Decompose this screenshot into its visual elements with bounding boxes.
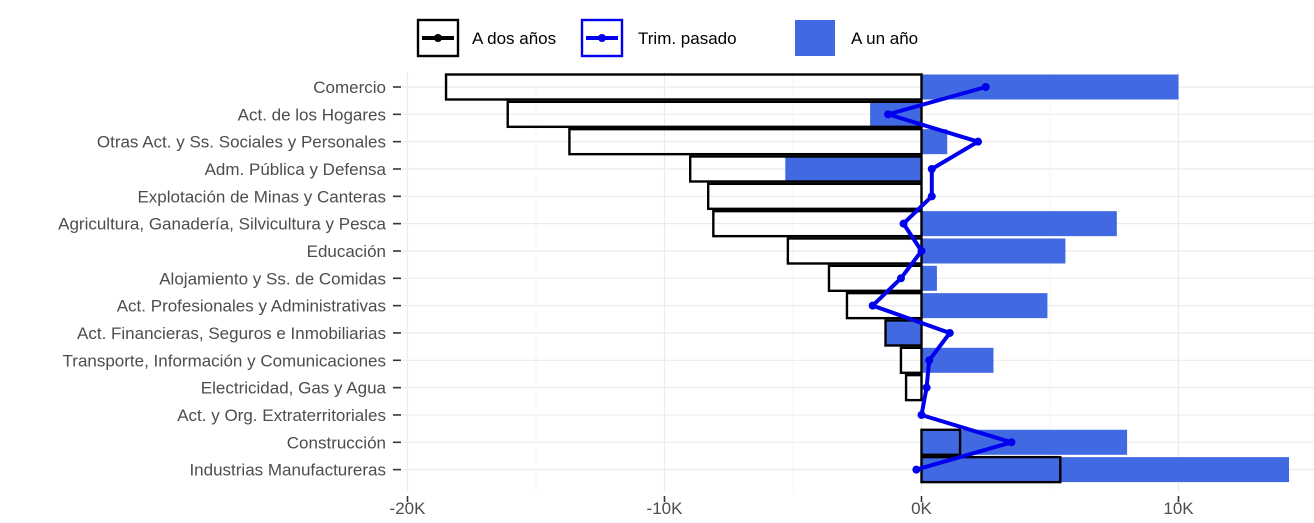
bar-a-dos-anos — [899, 346, 923, 374]
y-tick-label: Act. y Org. Extraterritoriales — [177, 406, 386, 425]
point-trim-pasado — [884, 110, 893, 119]
point-trim-pasado — [945, 328, 954, 337]
y-tick-label: Educación — [307, 242, 386, 261]
filled-bar-layer — [785, 74, 1290, 483]
x-axis: -20K -10K 0K 10K — [390, 496, 1194, 518]
point-trim-pasado — [917, 410, 926, 419]
bar-a-dos-anos — [920, 428, 962, 456]
bar-a-un-ano — [885, 320, 922, 346]
bar-a-un-ano — [921, 293, 1048, 319]
legend-key-point — [434, 34, 442, 42]
y-tick-label: Act. Financieras, Seguros e Inmobiliaria… — [77, 324, 386, 343]
point-trim-pasado — [917, 246, 926, 255]
x-tick-label: 0K — [911, 499, 932, 518]
point-trim-pasado — [922, 383, 931, 392]
bar-a-dos-anos — [712, 209, 923, 238]
point-trim-pasado — [925, 356, 934, 365]
bar-a-un-ano — [921, 129, 948, 155]
legend: A dos años Trim. pasado A un año — [416, 18, 918, 58]
y-tick-label: Act. Profesionales y Administrativas — [117, 297, 386, 316]
point-trim-pasado — [974, 137, 983, 146]
bar-a-dos-anos — [506, 100, 923, 129]
y-tick-label: Alojamiento y Ss. de Comidas — [159, 269, 386, 288]
bar-a-dos-anos — [689, 155, 923, 183]
y-tick-label: Construcción — [287, 433, 386, 452]
line-layer — [868, 83, 1016, 474]
x-tick-label: -20K — [390, 499, 427, 518]
legend-key-outline — [416, 18, 460, 58]
bar-a-un-ano — [921, 74, 1179, 100]
legend-item-a-un-ano: A un año — [795, 20, 918, 56]
legend-label: A un año — [851, 29, 918, 48]
x-tick-label: -10K — [647, 499, 684, 518]
point-trim-pasado — [981, 83, 990, 91]
y-tick-label: Adm. Pública y Defensa — [205, 160, 387, 179]
bar-a-dos-anos — [884, 319, 923, 347]
bar-a-un-ano — [921, 265, 937, 291]
y-tick-label: Act. de los Hogares — [238, 105, 386, 124]
legend-key-fill — [795, 20, 835, 56]
outline-bar-layer — [444, 73, 1062, 484]
y-tick-label: Explotación de Minas y Canteras — [137, 187, 386, 206]
y-tick-label: Agricultura, Ganadería, Silvicultura y P… — [58, 215, 386, 234]
point-trim-pasado — [912, 465, 921, 474]
bar-a-un-ano — [921, 429, 1128, 455]
bar-a-un-ano — [785, 156, 922, 182]
y-tick-label: Comercio — [313, 78, 386, 97]
y-tick-label: Otras Act. y Ss. Sociales y Personales — [97, 133, 386, 152]
legend-key-outline — [580, 18, 624, 58]
x-tick-label: 10K — [1163, 499, 1194, 518]
legend-item-a-dos-anos: A dos años — [416, 18, 556, 58]
legend-key-point — [598, 34, 606, 42]
point-trim-pasado — [868, 301, 877, 310]
point-trim-pasado — [927, 164, 936, 173]
point-trim-pasado — [927, 192, 936, 201]
y-axis: Comercio Act. de los Hogares Otras Act. y … — [58, 78, 401, 480]
bar-a-dos-anos — [444, 73, 923, 101]
bar-a-un-ano — [921, 457, 1290, 483]
grid-layer — [402, 72, 1314, 492]
point-trim-pasado — [1007, 438, 1016, 447]
y-tick-label: Electricidad, Gas y Agua — [201, 379, 387, 398]
bar-a-un-ano — [921, 238, 1066, 264]
point-trim-pasado — [899, 219, 908, 228]
legend-label: A dos años — [472, 29, 556, 48]
y-tick-label: Transporte, Información y Comunicaciones — [63, 351, 386, 370]
bar-a-un-ano — [921, 211, 1117, 237]
legend-label: Trim. pasado — [638, 29, 737, 48]
y-tick-label: Industrias Manufactureras — [189, 461, 386, 480]
bar-a-dos-anos — [827, 264, 923, 293]
bar-a-dos-anos — [904, 373, 923, 402]
bar-a-dos-anos — [568, 127, 923, 156]
legend-item-trim-pasado: Trim. pasado — [580, 18, 737, 58]
point-trim-pasado — [896, 274, 905, 283]
bar-a-dos-anos — [706, 182, 923, 211]
